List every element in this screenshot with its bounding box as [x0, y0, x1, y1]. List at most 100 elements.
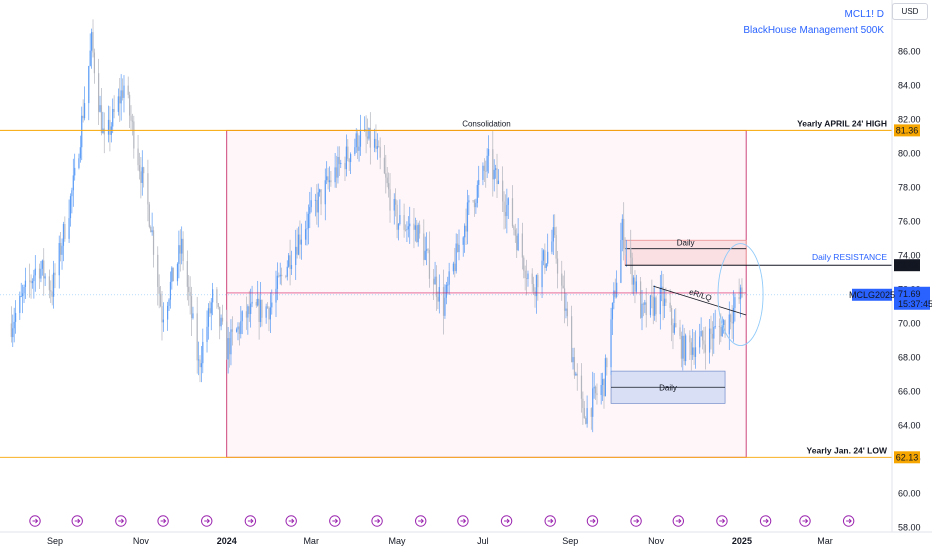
candle-body	[127, 85, 129, 95]
candle-body	[613, 290, 615, 303]
trendline	[653, 285, 747, 316]
candle-body	[616, 282, 618, 297]
currency-button[interactable]: USD	[892, 3, 928, 20]
candle-body	[20, 295, 22, 297]
event-marker-arrow	[247, 518, 254, 524]
candle-body	[483, 165, 485, 171]
candle-body	[78, 158, 80, 168]
candle-body	[309, 207, 311, 214]
candle-body	[258, 298, 260, 323]
event-marker-arrow	[374, 518, 381, 524]
event-marker-arrow	[74, 518, 81, 524]
candle-body	[33, 275, 35, 282]
candle-body	[103, 128, 105, 135]
candle-body	[358, 146, 360, 151]
candle-body	[365, 129, 367, 137]
symbol-tag	[852, 288, 892, 301]
candle-body	[327, 176, 329, 183]
candle-body	[462, 237, 464, 245]
candle-body	[585, 418, 587, 424]
candle-body	[290, 265, 293, 270]
candle-body	[220, 317, 222, 327]
candle-body	[121, 90, 124, 98]
x-tick-label: 2025	[732, 536, 752, 546]
candle-body	[172, 267, 174, 282]
y-tick-label: 78.00	[898, 183, 921, 193]
symbol-title: MCL1! D	[844, 9, 884, 20]
candle-body	[359, 129, 362, 147]
candle-body	[561, 273, 563, 286]
candle-body	[158, 286, 160, 294]
candle-body	[133, 121, 135, 149]
daily-zone-label-2: Daily	[659, 383, 677, 392]
candle-body	[206, 326, 208, 342]
y-tick-label: 68.00	[898, 353, 921, 363]
candle-body	[379, 147, 381, 158]
candle-body	[465, 225, 467, 232]
candle-body	[188, 286, 190, 293]
author-name: BlackHouse Management 500K	[743, 25, 884, 36]
candle-body	[562, 285, 564, 289]
candle-body	[685, 335, 687, 362]
candle-body	[31, 281, 34, 284]
candle-body	[665, 298, 667, 303]
candle-body	[620, 240, 622, 283]
candle-body	[152, 230, 155, 255]
candle-body	[306, 228, 308, 230]
candle-body	[369, 128, 371, 148]
candle-body	[89, 50, 91, 66]
candle-body	[52, 272, 55, 297]
candle-body	[44, 276, 46, 279]
yearly-level-label-2: Yearly Jan. 24' LOW	[807, 445, 888, 455]
candle-body	[730, 314, 732, 322]
candle-body	[404, 229, 407, 231]
candle-body	[424, 250, 426, 260]
candle-body	[654, 297, 656, 316]
candle-body	[495, 168, 497, 170]
candle-body	[131, 120, 134, 122]
candle-body	[541, 260, 543, 288]
time-axis[interactable]	[0, 532, 932, 550]
candle-body	[734, 297, 736, 308]
candle-body	[723, 320, 725, 326]
candle-body	[714, 325, 716, 327]
candle-body	[406, 229, 408, 231]
candle-body	[48, 276, 50, 291]
candle-body	[456, 243, 459, 253]
candle-body	[240, 321, 242, 334]
candle-body	[161, 306, 163, 323]
candle-body	[680, 335, 683, 359]
candle-body	[611, 302, 614, 320]
candle-body	[659, 287, 661, 315]
event-marker-arrow	[719, 518, 726, 524]
candle-body	[652, 296, 654, 316]
event-marker-arrow	[547, 518, 554, 524]
candle-body	[271, 302, 273, 308]
candle-body	[338, 156, 340, 165]
candle-body	[575, 373, 577, 376]
candle-body	[514, 229, 516, 236]
candle-body	[708, 328, 711, 353]
candle-body	[147, 173, 149, 205]
candle-body	[551, 241, 553, 252]
candle-body	[544, 250, 546, 268]
event-marker-arrow	[802, 518, 809, 524]
candle-body	[123, 85, 125, 98]
candle-body	[269, 307, 271, 320]
candle-body	[710, 328, 712, 334]
candle-body	[168, 299, 170, 306]
candle-body	[24, 280, 27, 287]
candle-body	[112, 108, 114, 127]
consolidation-label: Consolidation	[462, 119, 510, 128]
candle-body	[60, 243, 62, 255]
event-marker-arrow	[204, 518, 210, 524]
candle-body	[23, 286, 25, 294]
candle-body	[81, 115, 83, 148]
candle-body	[34, 268, 36, 276]
candle-body	[593, 386, 595, 389]
candle-body	[468, 200, 470, 203]
candle-body	[64, 223, 66, 239]
candle-body	[378, 146, 380, 148]
daily-zone-label-1: Daily	[677, 239, 695, 248]
